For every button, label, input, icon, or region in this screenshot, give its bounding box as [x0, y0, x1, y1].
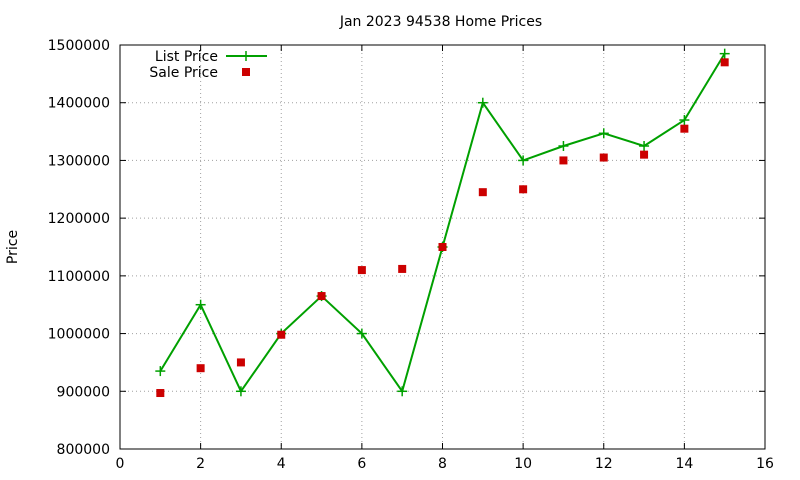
legend-label: Sale Price	[149, 65, 218, 81]
data-point	[558, 141, 569, 151]
data-point	[599, 153, 608, 162]
data-point	[356, 328, 367, 339]
x-tick-label: 4	[277, 456, 286, 472]
x-tick-label: 12	[595, 456, 613, 472]
x-tick-label: 0	[116, 456, 125, 472]
data-point	[156, 389, 165, 398]
series-layer	[155, 48, 730, 398]
data-point	[235, 386, 246, 397]
data-point	[236, 358, 245, 367]
chart-title: Jan 2023 94538 Home Prices	[339, 14, 542, 30]
y-tick-label: 1100000	[48, 269, 110, 285]
data-point	[639, 141, 650, 151]
y-tick-label: 1000000	[48, 327, 110, 343]
x-tick-label: 2	[196, 456, 205, 472]
data-point	[438, 243, 447, 251]
series-2	[156, 58, 729, 398]
x-tick-label: 10	[514, 456, 532, 472]
y-axis-label: Price	[5, 230, 21, 264]
legend-item: List Price	[155, 49, 267, 65]
data-point	[196, 364, 205, 373]
data-point	[195, 299, 206, 310]
data-point	[397, 386, 408, 397]
data-point	[680, 124, 689, 133]
data-point	[598, 128, 609, 139]
y-tick-label: 1400000	[48, 96, 110, 112]
x-tick-label: 6	[357, 456, 366, 472]
grid-layer	[120, 45, 765, 449]
x-tick-label: 14	[675, 456, 693, 472]
legend-label: List Price	[155, 49, 218, 65]
y-tick-label: 900000	[57, 384, 110, 400]
tick-layer: 0 2 4 6 8 10 12 14 16 800000 900000 1000000 1100000 1…	[48, 38, 774, 472]
data-point	[317, 292, 326, 301]
data-point	[640, 150, 649, 159]
data-point	[519, 185, 528, 194]
data-point	[398, 264, 407, 273]
series-1	[155, 48, 730, 397]
x-tick-label: 16	[756, 456, 774, 472]
data-point	[719, 48, 730, 59]
x-tick-label: 8	[438, 456, 447, 472]
y-tick-label: 1300000	[48, 153, 110, 169]
data-point	[720, 58, 729, 67]
y-tick-label: 1200000	[48, 211, 110, 227]
series-line	[159, 53, 726, 394]
data-point	[478, 188, 487, 197]
data-point	[559, 156, 568, 165]
data-point	[477, 97, 488, 108]
data-point	[357, 266, 366, 275]
legend-marker	[242, 68, 250, 76]
legend-marker	[241, 51, 251, 61]
data-point	[277, 330, 286, 339]
y-tick-label: 800000	[57, 442, 110, 458]
data-point	[679, 115, 690, 126]
y-tick-label: 1500000	[48, 38, 110, 54]
legend-item: Sale Price	[149, 65, 250, 81]
data-point	[518, 155, 529, 166]
data-point	[155, 366, 166, 377]
